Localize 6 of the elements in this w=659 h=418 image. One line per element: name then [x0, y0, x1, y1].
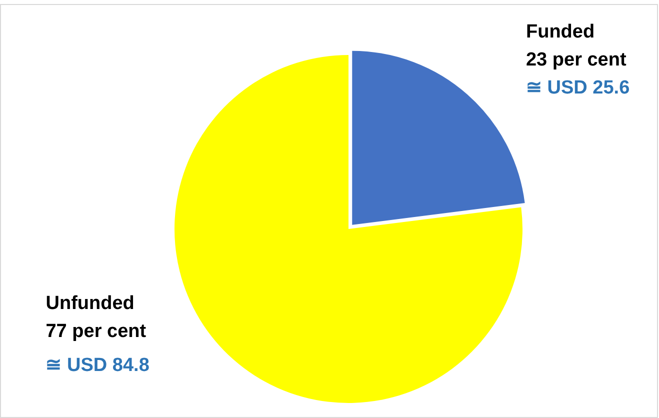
text: ≅ USD 84.8	[46, 355, 150, 376]
text: ≅ USD 25.6	[526, 78, 630, 99]
slice-label: Funded	[526, 22, 595, 43]
data-label: 23 per cent	[526, 50, 627, 71]
slice-label: Unfunded	[46, 293, 134, 314]
data-label: 77 per cent	[46, 321, 147, 342]
